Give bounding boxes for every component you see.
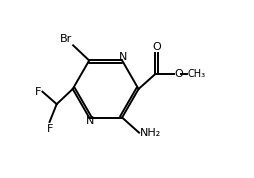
- Text: Br: Br: [59, 35, 72, 44]
- Text: N: N: [86, 116, 94, 126]
- Text: N: N: [119, 52, 127, 62]
- Text: O: O: [175, 69, 183, 79]
- Text: F: F: [46, 124, 53, 134]
- Text: O: O: [152, 42, 161, 52]
- Text: NH₂: NH₂: [140, 128, 161, 138]
- Text: F: F: [35, 87, 42, 97]
- Text: CH₃: CH₃: [187, 69, 205, 79]
